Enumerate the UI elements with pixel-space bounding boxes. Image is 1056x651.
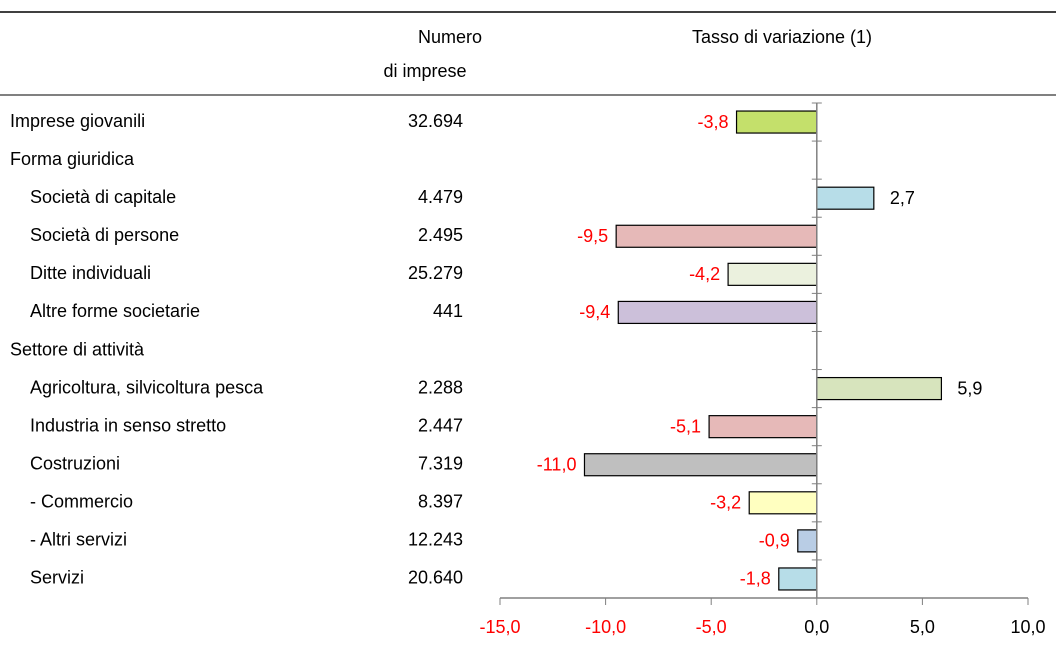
value-label: -0,9 xyxy=(759,531,790,551)
bar xyxy=(797,529,818,553)
count: 12.243 xyxy=(408,530,463,550)
count: 441 xyxy=(433,301,463,321)
value-label: -3,2 xyxy=(710,493,741,513)
count: 4.479 xyxy=(418,187,463,207)
bar xyxy=(583,453,818,477)
value-label: -4,2 xyxy=(689,264,720,284)
bar xyxy=(615,224,818,248)
value-label: -1,8 xyxy=(740,569,771,589)
row-label: Industria in senso stretto xyxy=(30,415,226,435)
row-label: Costruzioni xyxy=(30,453,120,473)
count: 32.694 xyxy=(408,111,463,131)
row-label: Ditte individuali xyxy=(30,263,151,283)
count: 8.397 xyxy=(418,492,463,512)
row-label: Imprese giovanili xyxy=(10,111,145,131)
row-label: Settore di attività xyxy=(10,339,145,359)
row-label: - Altri servizi xyxy=(30,530,127,550)
count: 7.319 xyxy=(418,453,463,473)
bar xyxy=(748,491,818,515)
x-tick-label: -5,0 xyxy=(696,617,727,637)
count: 2.447 xyxy=(418,415,463,435)
row-label: Servizi xyxy=(30,568,84,588)
row-label: Società di capitale xyxy=(30,187,176,207)
count: 2.495 xyxy=(418,225,463,245)
count: 20.640 xyxy=(408,568,463,588)
value-label: 2,7 xyxy=(890,188,915,208)
bar xyxy=(708,415,818,439)
row-label: Società di persone xyxy=(30,225,179,245)
column-header: Numero xyxy=(418,27,482,47)
value-label: -11,0 xyxy=(537,454,577,474)
x-tick-label: 5,0 xyxy=(910,617,935,637)
count: 25.279 xyxy=(408,263,463,283)
bar xyxy=(735,110,818,134)
bar xyxy=(816,376,943,401)
bar xyxy=(816,186,875,210)
x-tick-label: 0,0 xyxy=(804,617,829,637)
row-label: Forma giuridica xyxy=(10,149,135,169)
row-label: - Commercio xyxy=(30,492,133,512)
count: 2.288 xyxy=(418,377,463,397)
x-tick-label: 10,0 xyxy=(1010,617,1045,637)
bar xyxy=(617,300,818,325)
value-label: -3,8 xyxy=(698,112,729,132)
bar xyxy=(727,262,818,286)
column-header: di imprese xyxy=(383,61,466,81)
value-label: -9,4 xyxy=(579,302,610,322)
row-label: Agricoltura, silvicoltura pesca xyxy=(30,377,264,397)
bar xyxy=(778,567,818,591)
value-label: 5,9 xyxy=(957,378,982,398)
column-header: Tasso di variazione (1) xyxy=(692,27,872,47)
x-tick-label: -15,0 xyxy=(479,617,520,637)
value-label: -5,1 xyxy=(670,416,701,436)
value-label: -9,5 xyxy=(577,226,608,246)
x-tick-label: -10,0 xyxy=(585,617,626,637)
row-label: Altre forme societarie xyxy=(30,301,200,321)
